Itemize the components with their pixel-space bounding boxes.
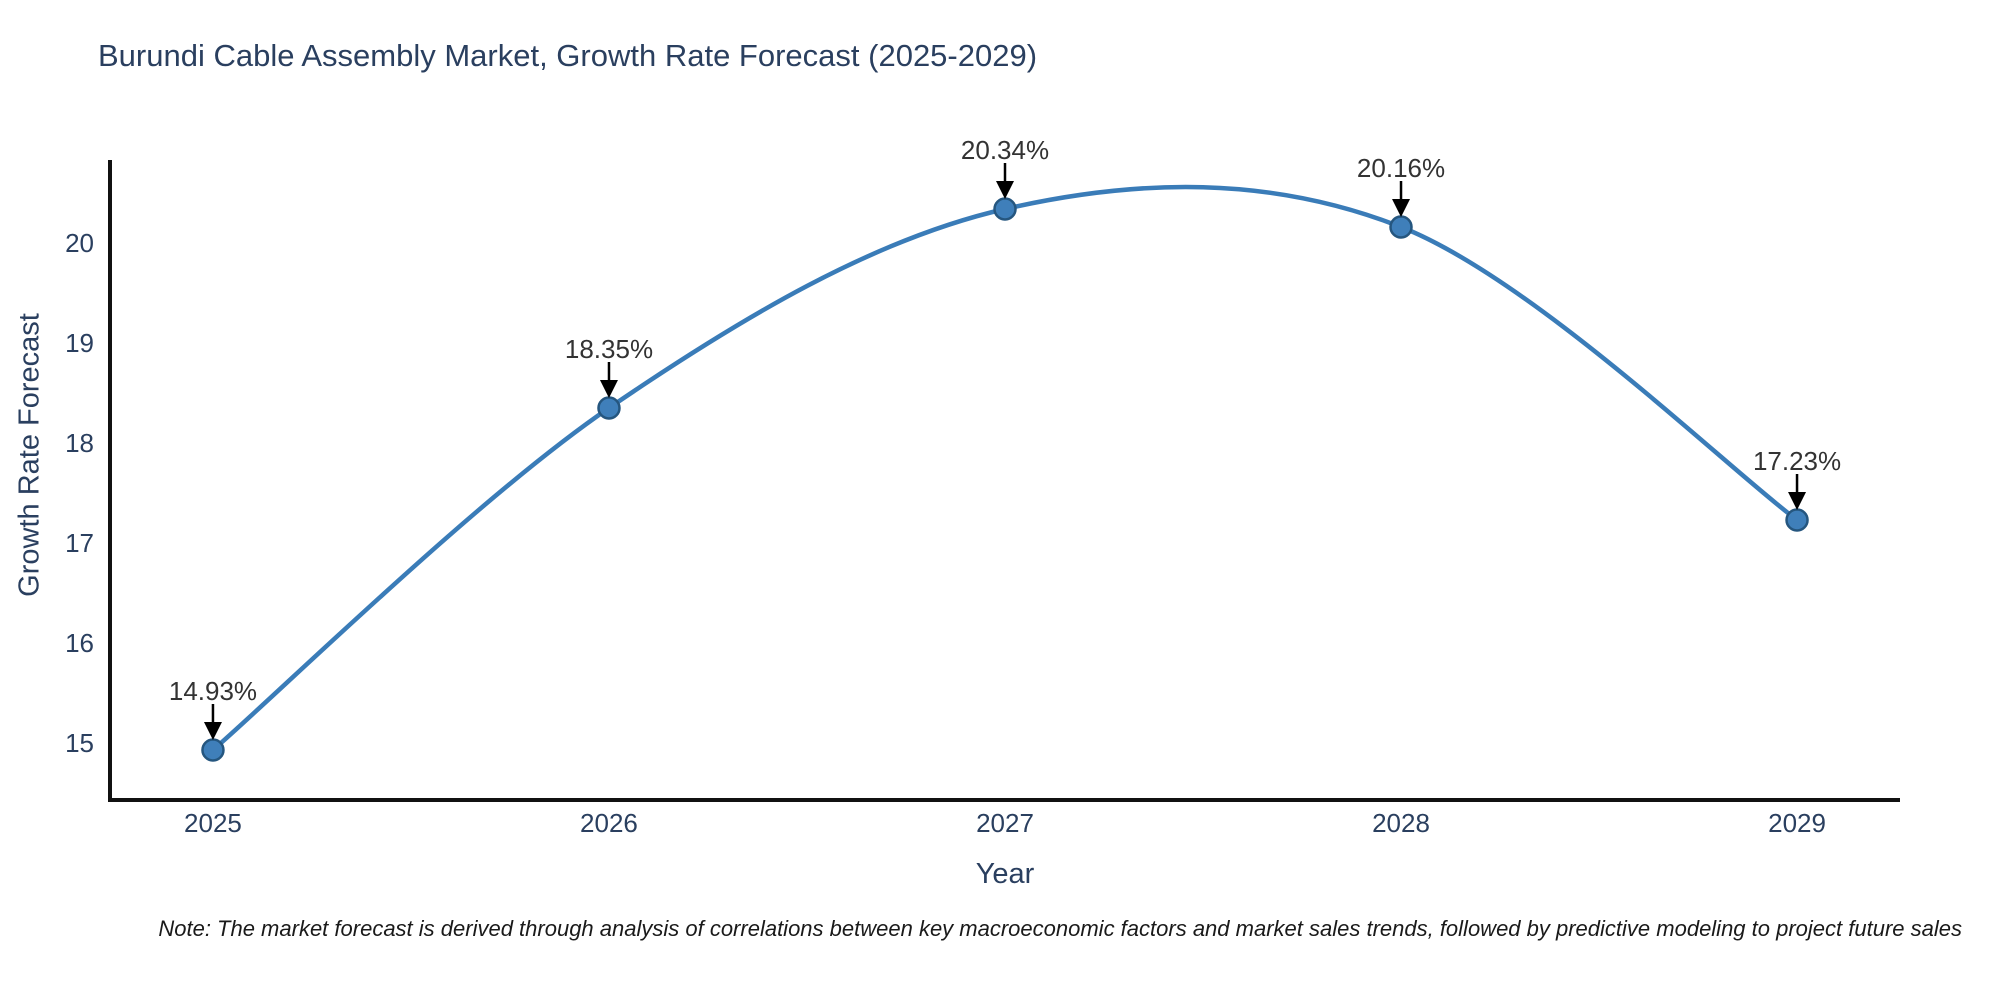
data-point-label: 20.16% [1357, 153, 1445, 183]
x-tick-label: 2025 [184, 808, 242, 838]
x-tick-label: 2026 [580, 808, 638, 838]
x-tick-label: 2027 [976, 808, 1034, 838]
x-axis-title: Year [975, 858, 1035, 890]
axis-spines [108, 160, 1900, 802]
y-tick-label: 19 [65, 328, 94, 358]
footnote: Note: The market forecast is derived thr… [158, 916, 1962, 941]
data-point-label: 18.35% [565, 334, 653, 364]
y-tick-label: 18 [65, 428, 94, 458]
data-point-marker [1389, 215, 1413, 239]
y-tick-label: 16 [65, 628, 94, 658]
data-point-label: 17.23% [1753, 446, 1841, 476]
data-point-label: 20.34% [961, 135, 1049, 165]
y-tick-label: 17 [65, 528, 94, 558]
y-tick-label: 20 [65, 228, 94, 258]
x-tick-label: 2028 [1372, 808, 1430, 838]
y-tick-label: 15 [65, 728, 94, 758]
data-point-marker [201, 738, 225, 762]
data-point-marker [993, 197, 1017, 221]
data-point-marker [1785, 508, 1809, 532]
forecast-line [210, 184, 1800, 753]
y-axis-title: Growth Rate Forecast [13, 313, 46, 597]
annotation-arrow-head [203, 722, 222, 740]
annotation-arrow-head [996, 181, 1014, 199]
data-point-marker [597, 396, 621, 420]
annotation-arrow-head [1788, 492, 1807, 510]
data-point-label: 14.93% [169, 676, 257, 706]
x-tick-label: 2029 [1768, 808, 1826, 838]
chart-title: Burundi Cable Assembly Market, Growth Ra… [98, 38, 1038, 73]
annotation-arrow-head [1392, 199, 1411, 217]
annotation-arrow-head [599, 380, 618, 398]
